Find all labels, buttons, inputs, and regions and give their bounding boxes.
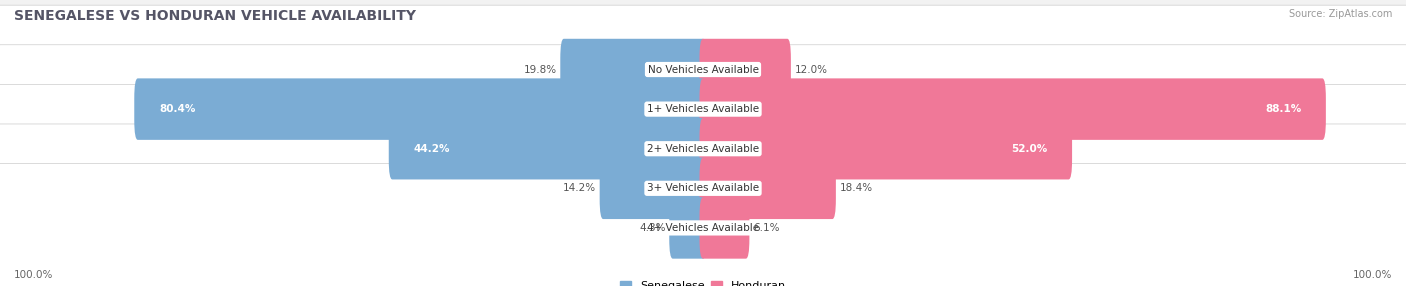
- FancyBboxPatch shape: [700, 197, 749, 259]
- FancyBboxPatch shape: [669, 197, 707, 259]
- FancyBboxPatch shape: [0, 84, 1406, 213]
- Text: 19.8%: 19.8%: [523, 65, 557, 75]
- FancyBboxPatch shape: [0, 45, 1406, 174]
- Text: No Vehicles Available: No Vehicles Available: [648, 65, 758, 75]
- Text: 4.3%: 4.3%: [640, 223, 666, 233]
- Text: 2+ Vehicles Available: 2+ Vehicles Available: [647, 144, 759, 154]
- Text: 52.0%: 52.0%: [1011, 144, 1047, 154]
- FancyBboxPatch shape: [0, 5, 1406, 134]
- Text: 88.1%: 88.1%: [1265, 104, 1302, 114]
- Text: 14.2%: 14.2%: [562, 183, 596, 193]
- FancyBboxPatch shape: [560, 39, 707, 100]
- FancyBboxPatch shape: [0, 124, 1406, 253]
- FancyBboxPatch shape: [700, 118, 1073, 179]
- Text: 6.1%: 6.1%: [754, 223, 779, 233]
- Text: 1+ Vehicles Available: 1+ Vehicles Available: [647, 104, 759, 114]
- FancyBboxPatch shape: [0, 164, 1406, 286]
- Text: 80.4%: 80.4%: [159, 104, 195, 114]
- Text: Source: ZipAtlas.com: Source: ZipAtlas.com: [1288, 9, 1392, 19]
- Legend: Senegalese, Honduran: Senegalese, Honduran: [620, 281, 786, 286]
- FancyBboxPatch shape: [700, 78, 1326, 140]
- FancyBboxPatch shape: [388, 118, 707, 179]
- FancyBboxPatch shape: [134, 78, 707, 140]
- Text: 18.4%: 18.4%: [839, 183, 873, 193]
- Text: 44.2%: 44.2%: [413, 144, 450, 154]
- FancyBboxPatch shape: [700, 39, 790, 100]
- FancyBboxPatch shape: [700, 158, 835, 219]
- Text: 100.0%: 100.0%: [1353, 270, 1392, 280]
- Text: 100.0%: 100.0%: [14, 270, 53, 280]
- Text: 3+ Vehicles Available: 3+ Vehicles Available: [647, 183, 759, 193]
- Text: SENEGALESE VS HONDURAN VEHICLE AVAILABILITY: SENEGALESE VS HONDURAN VEHICLE AVAILABIL…: [14, 9, 416, 23]
- FancyBboxPatch shape: [599, 158, 707, 219]
- Text: 12.0%: 12.0%: [794, 65, 827, 75]
- Text: 4+ Vehicles Available: 4+ Vehicles Available: [647, 223, 759, 233]
